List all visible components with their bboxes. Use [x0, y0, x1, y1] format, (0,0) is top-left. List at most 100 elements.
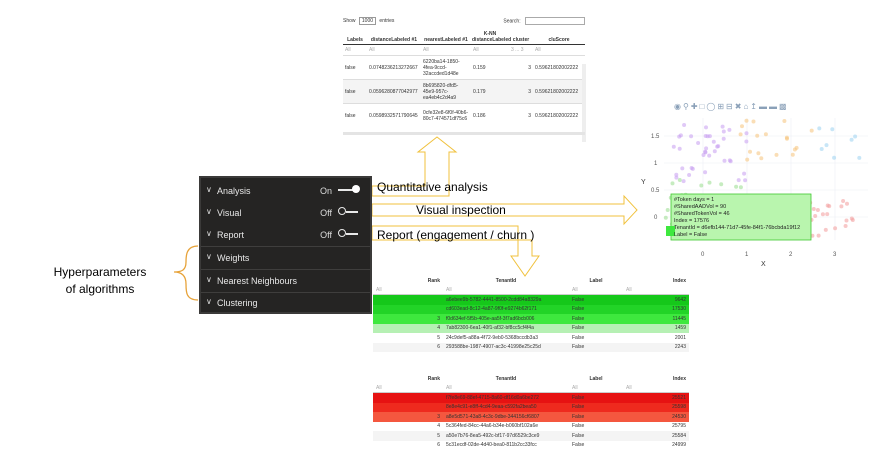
entries-select[interactable]: 1000	[358, 17, 377, 25]
col-header[interactable]: Label	[589, 375, 603, 382]
cell-rank: 6	[437, 442, 440, 449]
camera-icon[interactable]: ◉	[674, 102, 683, 111]
cell-rank: 3	[437, 413, 440, 420]
filter-cell[interactable]: All	[623, 285, 689, 295]
hover-compare-icon[interactable]: ▬	[769, 102, 779, 111]
table-row[interactable]: 4 7ab82300-6ea1-40f1-af32-bf8cc5cf4f4a Fal…	[373, 323, 689, 333]
zoom-in-icon[interactable]: ⊞	[717, 102, 727, 111]
table-row[interactable]: f7fe8e69-88ef-4715-8a60-df16d0a6be272 Fal…	[373, 392, 689, 403]
col-header[interactable]: Rank	[427, 375, 440, 382]
zoom-icon[interactable]: ⚲	[682, 102, 691, 111]
cell: 0.0596280877042977	[367, 79, 421, 104]
filter-cell[interactable]: All	[421, 44, 471, 56]
y-tick: 0.5	[651, 188, 660, 194]
table-row[interactable]: cd603ead-8c12-4a87-9f0f-e9274b62f171 Fals…	[373, 304, 689, 314]
section-nearest-neighbours[interactable]: ∨ Nearest Neighbours	[201, 270, 370, 292]
scatter-point	[703, 149, 708, 154]
lasso-icon[interactable]: ◯	[706, 102, 718, 111]
box-select-icon[interactable]: □	[699, 102, 707, 111]
scatter-point	[759, 156, 764, 161]
toggle-row-analysis[interactable]: ∨ Analysis On	[201, 180, 370, 202]
x-tick: 3	[833, 252, 837, 258]
filter-cell[interactable]: All	[623, 383, 689, 393]
section-clustering[interactable]: ∨ Clustering	[201, 292, 370, 314]
report-toggle[interactable]	[338, 229, 358, 237]
search-input[interactable]	[525, 17, 585, 25]
table-row[interactable]: a6ebee9b-5782-4441-8500-2cdd84a8329a Fals…	[373, 294, 689, 305]
filter-cell[interactable]: 3 ... 3	[509, 44, 533, 56]
pan-icon[interactable]: ✚	[690, 102, 700, 111]
cell: 0.59621802002222	[533, 79, 585, 104]
cell-tenant: cd603ead-8c12-4a87-9f0f-e9274b62f171	[446, 306, 537, 313]
table-row[interactable]: 5 24c9def5-a88a-4f72-9eb0-5368bccdb3a3 Fal…	[373, 333, 689, 343]
horizontal-scrollbar[interactable]	[343, 132, 585, 135]
cell-tenant: f7fe8e69-88ef-4715-8a60-df16d0a6be272	[446, 394, 539, 401]
panel-divider	[201, 292, 370, 293]
cell-index: 11445	[672, 315, 686, 322]
table-row[interactable]: 8e8e4c91-e8ff-4cd4-9eaa-c592fa2bea50 Fals…	[373, 402, 689, 412]
filter-cell[interactable]: All	[443, 383, 569, 393]
vertical-scrollbar[interactable]	[582, 64, 586, 142]
hover-closest-icon[interactable]: ▬	[759, 102, 769, 111]
scatter-point	[682, 123, 687, 127]
table-row[interactable]: 6 5c31ecdf-02de-4d40-bea0-811b2cc33fcc Fal…	[373, 440, 689, 450]
table-row[interactable]: 4 5c364fed-84cc-44a6-b34e-b060bf102a6e Fal…	[373, 421, 689, 431]
cell-tenant: f0d634ef-5f5b-405e-aa5f-3f7ad6bcb006	[446, 315, 535, 322]
col-header[interactable]: Label	[589, 277, 603, 284]
table-row[interactable]: 3 f0d634ef-5f5b-405e-aa5f-3f7ad6bcb006 Fal…	[373, 314, 689, 324]
table-row[interactable]: 3 a8e5d571-43a8-4c3c-9dbe-344156cf6807 Fal…	[373, 412, 689, 422]
filter-cell[interactable]: All	[343, 44, 367, 56]
filter-cell[interactable]: All	[373, 383, 443, 393]
cell-label: False	[572, 334, 585, 341]
scatter-point	[744, 118, 749, 123]
toggle-row-visual[interactable]: ∨ Visual Off	[201, 202, 370, 224]
scatter-point	[743, 178, 748, 183]
col-header[interactable]: Index	[672, 277, 686, 284]
cell: 3	[509, 103, 533, 127]
scatter-point	[721, 136, 726, 141]
filter-cell[interactable]: All	[569, 285, 623, 295]
cell-tenant: a8e5d571-43a8-4c3c-9dbe-344156cf6807	[446, 413, 540, 420]
col-header[interactable]: TenantId	[495, 277, 517, 284]
visual-toggle[interactable]	[338, 207, 358, 215]
cell: 0.59621802002222	[533, 103, 585, 127]
filter-cell[interactable]: All	[373, 285, 443, 295]
filter-cell[interactable]: All	[367, 44, 421, 56]
reset-icon[interactable]: ⌂	[743, 102, 751, 111]
scatter-point	[785, 136, 789, 141]
col-header[interactable]: TenantId	[495, 375, 517, 382]
cell-label: False	[572, 404, 585, 411]
table-row[interactable]: 5 a50e7b76-8ea5-492c-bf17-97d6529c3ce9 Fal…	[373, 431, 689, 441]
scatter-point	[763, 132, 768, 137]
spike-icon[interactable]: ↥	[750, 102, 759, 111]
toggle-row-report[interactable]: ∨ Report Off	[201, 224, 370, 246]
label-visual: Visual inspection	[416, 203, 506, 217]
autoscale-icon[interactable]: ✖	[734, 102, 744, 111]
toggle-knob	[352, 185, 360, 193]
scatter-point	[738, 185, 743, 190]
table-row[interactable]: 6 293588be-1987-4907-ac3c-41998e25c25d Fal…	[373, 342, 689, 352]
analysis-toggle[interactable]	[338, 185, 360, 193]
scatter-point	[701, 153, 706, 157]
section-weights[interactable]: ∨ Weights	[201, 247, 370, 269]
filter-cell[interactable]: All	[443, 285, 569, 295]
y-tick: 0	[654, 215, 658, 221]
plot-toolbar[interactable]: ◉⚲✚□◯⊞⊟✖⌂↥▬▬▩	[674, 102, 789, 111]
scatter-point	[687, 173, 692, 177]
scatter-point	[744, 139, 749, 144]
filter-cell[interactable]: All	[471, 44, 509, 56]
filter-cell[interactable]: All	[569, 383, 623, 393]
engagement-table: Rank TenantId Label Index All All All Al…	[373, 276, 689, 352]
show-label: Show	[343, 18, 356, 24]
scatter-point	[734, 184, 739, 189]
filter-cell[interactable]: All	[533, 44, 585, 56]
hover-tooltip	[670, 193, 812, 241]
scatter-point	[849, 216, 854, 221]
col-header[interactable]: Rank	[427, 277, 440, 284]
scatter-point	[665, 208, 670, 212]
zoom-out-icon[interactable]: ⊟	[726, 102, 735, 111]
plotly-logo-icon[interactable]: ▩	[779, 102, 789, 111]
col-header[interactable]: Index	[672, 375, 686, 382]
cell-rank	[373, 393, 443, 403]
toggle-track	[346, 233, 358, 235]
